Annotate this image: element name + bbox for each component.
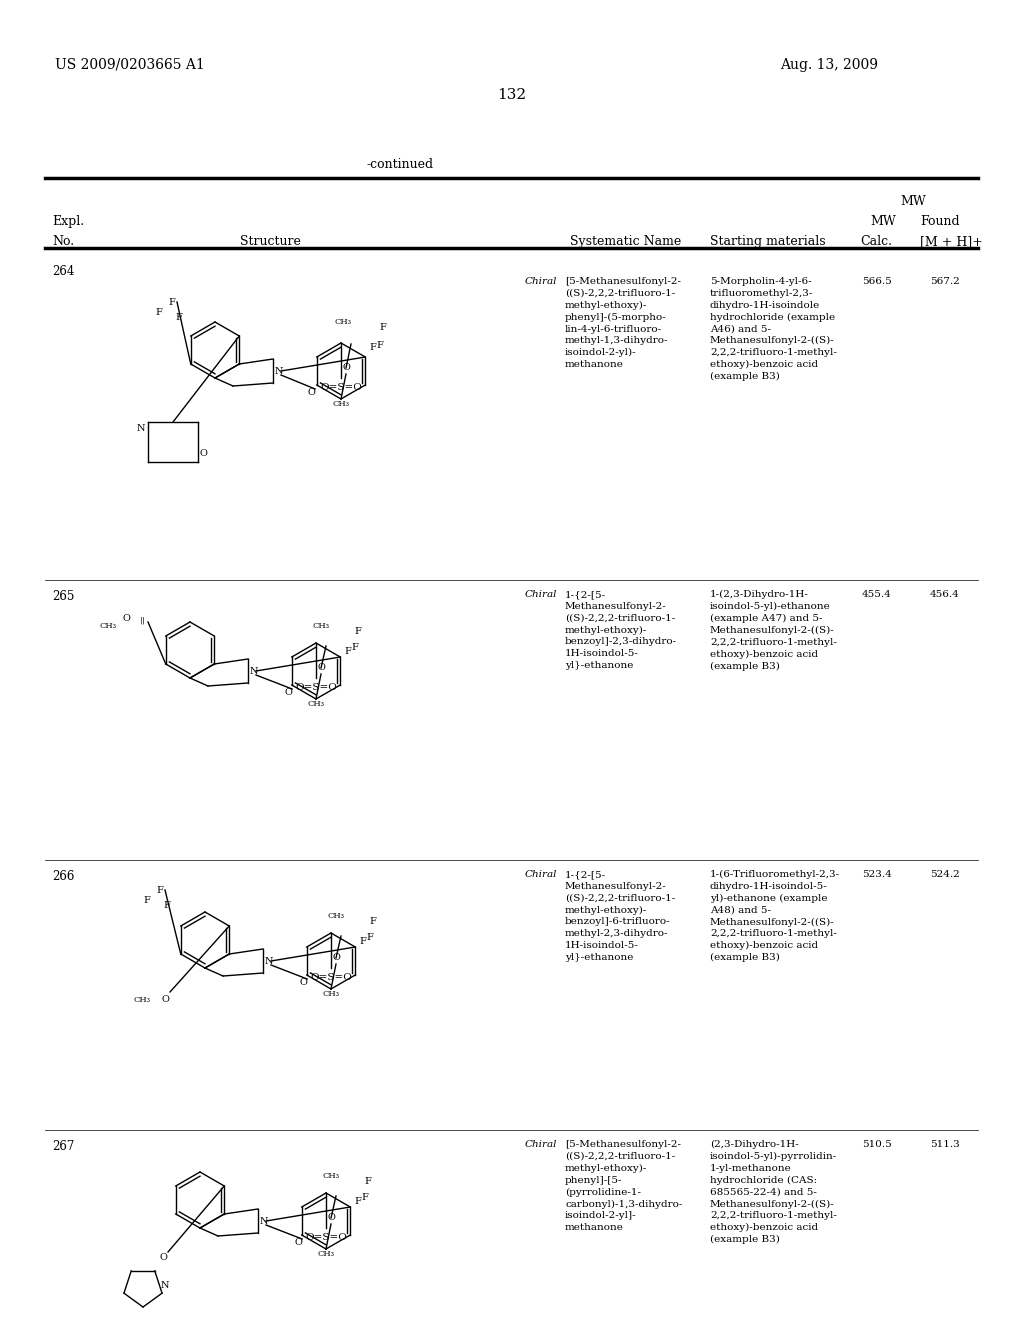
Text: Expl.: Expl.: [52, 215, 84, 228]
Text: 566.5: 566.5: [862, 277, 892, 286]
Text: O: O: [332, 953, 340, 962]
Text: [5-Methanesulfonyl-2-
((S)-2,2,2-trifluoro-1-
methyl-ethoxy)-
phenyl]-(5-morpho-: [5-Methanesulfonyl-2- ((S)-2,2,2-trifluo…: [565, 277, 681, 370]
Text: F: F: [369, 917, 376, 927]
Text: US 2009/0203665 A1: US 2009/0203665 A1: [55, 58, 205, 73]
Text: O: O: [122, 614, 130, 623]
Text: F: F: [164, 902, 170, 909]
Text: 265: 265: [52, 590, 75, 603]
Text: O=S=O: O=S=O: [310, 973, 352, 982]
Text: [M + H]+: [M + H]+: [920, 235, 983, 248]
Text: O: O: [159, 1253, 167, 1262]
Text: O: O: [299, 978, 307, 987]
Text: 132: 132: [498, 88, 526, 102]
Text: F: F: [157, 886, 164, 895]
Text: O=S=O: O=S=O: [321, 383, 361, 392]
Text: F: F: [169, 298, 175, 308]
Text: F: F: [369, 342, 376, 351]
Text: F: F: [344, 647, 351, 656]
Text: Chiral: Chiral: [525, 590, 557, 599]
Text: CH₃: CH₃: [333, 400, 349, 408]
Text: O: O: [307, 388, 315, 397]
Text: N: N: [136, 424, 145, 433]
Text: F: F: [366, 932, 373, 941]
Text: CH₃: CH₃: [99, 622, 116, 630]
Text: 264: 264: [52, 265, 75, 279]
Text: MW: MW: [870, 215, 896, 228]
Text: F: F: [361, 1192, 368, 1201]
Text: F: F: [364, 1177, 371, 1187]
Text: N: N: [250, 667, 258, 676]
Text: 1-(6-Trifluoromethyl-2,3-
dihydro-1H-isoindol-5-
yl)-ethanone (example
A48) and : 1-(6-Trifluoromethyl-2,3- dihydro-1H-iso…: [710, 870, 840, 962]
Text: O=S=O: O=S=O: [305, 1233, 347, 1242]
Text: Systematic Name: Systematic Name: [570, 235, 681, 248]
Text: F: F: [379, 323, 386, 333]
Text: F: F: [354, 627, 360, 636]
Text: 523.4: 523.4: [862, 870, 892, 879]
Text: O=S=O: O=S=O: [295, 682, 337, 692]
Text: Chiral: Chiral: [525, 870, 557, 879]
Text: O: O: [342, 363, 350, 372]
Text: O: O: [199, 449, 207, 458]
Text: 511.3: 511.3: [930, 1140, 959, 1148]
Text: CH₃: CH₃: [323, 1172, 340, 1180]
Text: CH₃: CH₃: [317, 1250, 335, 1258]
Text: O: O: [161, 995, 169, 1005]
Text: (2,3-Dihydro-1H-
isoindol-5-yl)-pyrrolidin-
1-yl-methanone
hydrochloride (CAS:
6: (2,3-Dihydro-1H- isoindol-5-yl)-pyrrolid…: [710, 1140, 838, 1245]
Text: [5-Methanesulfonyl-2-
((S)-2,2,2-trifluoro-1-
methyl-ethoxy)-
phenyl]-[5-
(pyrro: [5-Methanesulfonyl-2- ((S)-2,2,2-trifluo…: [565, 1140, 682, 1232]
Text: ||: ||: [140, 616, 145, 624]
Text: CH₃: CH₃: [307, 700, 325, 708]
Text: F: F: [156, 308, 163, 317]
Text: Chiral: Chiral: [525, 1140, 557, 1148]
Text: N: N: [260, 1217, 268, 1225]
Text: Chiral: Chiral: [525, 277, 557, 286]
Text: CH₃: CH₃: [133, 997, 150, 1005]
Text: Aug. 13, 2009: Aug. 13, 2009: [780, 58, 878, 73]
Text: F: F: [143, 896, 151, 906]
Text: 1-{2-[5-
Methanesulfonyl-2-
((S)-2,2,2-trifluoro-1-
methyl-ethoxy)-
benzoyl]-2,3: 1-{2-[5- Methanesulfonyl-2- ((S)-2,2,2-t…: [565, 590, 677, 671]
Text: F: F: [175, 313, 182, 322]
Text: O: O: [294, 1238, 302, 1247]
Text: 1-(2,3-Dihydro-1H-
isoindol-5-yl)-ethanone
(example A47) and 5-
Methanesulfonyl-: 1-(2,3-Dihydro-1H- isoindol-5-yl)-ethano…: [710, 590, 837, 671]
Text: F: F: [354, 1196, 360, 1205]
Text: Structure: Structure: [240, 235, 301, 248]
Text: 455.4: 455.4: [862, 590, 892, 599]
Text: N: N: [275, 367, 284, 375]
Text: Found: Found: [920, 215, 959, 228]
Text: 567.2: 567.2: [930, 277, 959, 286]
Text: N: N: [265, 957, 273, 965]
Text: O: O: [285, 688, 292, 697]
Text: -continued: -continued: [367, 158, 433, 172]
Text: 267: 267: [52, 1140, 75, 1152]
Text: N: N: [161, 1280, 170, 1290]
Text: 510.5: 510.5: [862, 1140, 892, 1148]
Text: F: F: [359, 936, 366, 945]
Text: MW: MW: [900, 195, 926, 209]
Text: 266: 266: [52, 870, 75, 883]
Text: Starting materials: Starting materials: [710, 235, 825, 248]
Text: O: O: [317, 663, 325, 672]
Text: F: F: [376, 341, 383, 350]
Text: 456.4: 456.4: [930, 590, 959, 599]
Text: No.: No.: [52, 235, 74, 248]
Text: 5-Morpholin-4-yl-6-
trifluoromethyl-2,3-
dihydro-1H-isoindole
hydrochloride (exa: 5-Morpholin-4-yl-6- trifluoromethyl-2,3-…: [710, 277, 837, 381]
Text: CH₃: CH₃: [312, 622, 330, 630]
Text: O: O: [327, 1213, 335, 1222]
Text: F: F: [351, 643, 357, 652]
Text: CH₃: CH₃: [328, 912, 344, 920]
Text: 524.2: 524.2: [930, 870, 959, 879]
Text: CH₃: CH₃: [335, 318, 351, 326]
Text: Calc.: Calc.: [860, 235, 892, 248]
Text: CH₃: CH₃: [323, 990, 340, 998]
Text: 1-{2-[5-
Methanesulfonyl-2-
((S)-2,2,2-trifluoro-1-
methyl-ethoxy)-
benzoyl]-6-t: 1-{2-[5- Methanesulfonyl-2- ((S)-2,2,2-t…: [565, 870, 675, 962]
